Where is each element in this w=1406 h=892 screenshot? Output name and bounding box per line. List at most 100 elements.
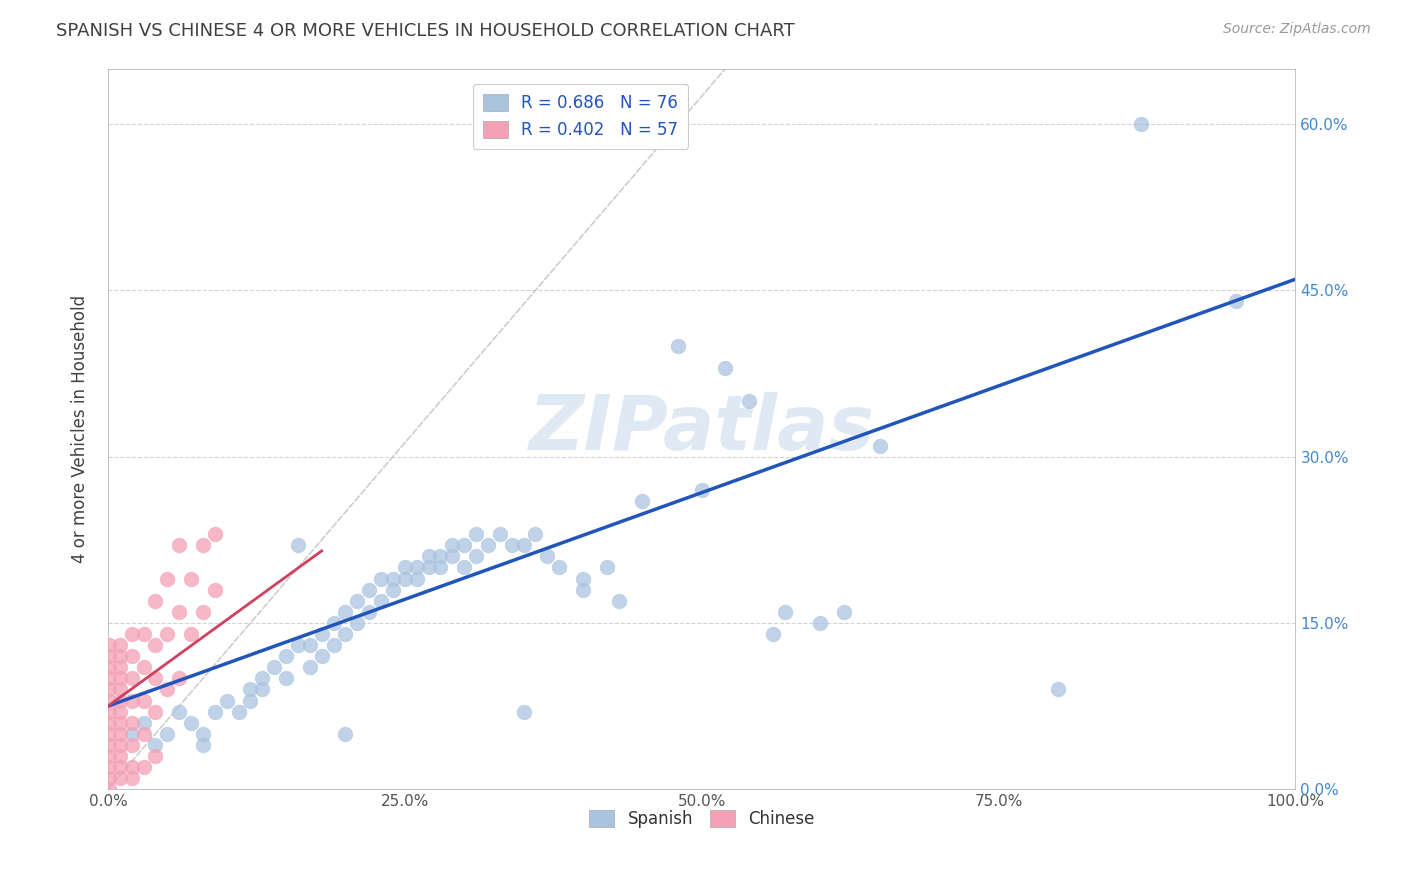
Point	[429, 560, 451, 574]
Point	[98, 638, 121, 652]
Point	[714, 360, 737, 375]
Point	[98, 715, 121, 730]
Point	[572, 582, 595, 597]
Point	[311, 649, 333, 664]
Point	[359, 582, 381, 597]
Y-axis label: 4 or more Vehicles in Household: 4 or more Vehicles in Household	[72, 295, 89, 563]
Point	[204, 705, 226, 719]
Point	[441, 538, 464, 552]
Point	[156, 572, 179, 586]
Point	[121, 738, 143, 752]
Point	[191, 605, 214, 619]
Point	[762, 627, 785, 641]
Point	[263, 660, 285, 674]
Point	[156, 627, 179, 641]
Point	[1046, 682, 1069, 697]
Point	[145, 738, 167, 752]
Point	[465, 549, 488, 564]
Point	[98, 649, 121, 664]
Point	[335, 727, 357, 741]
Point	[167, 605, 190, 619]
Point	[370, 593, 392, 607]
Point	[98, 782, 121, 797]
Point	[512, 705, 534, 719]
Point	[145, 705, 167, 719]
Point	[98, 760, 121, 774]
Point	[108, 682, 131, 697]
Point	[108, 727, 131, 741]
Point	[98, 748, 121, 763]
Point	[773, 605, 796, 619]
Point	[252, 682, 274, 697]
Point	[536, 549, 558, 564]
Point	[108, 771, 131, 785]
Point	[167, 671, 190, 685]
Point	[98, 705, 121, 719]
Point	[666, 339, 689, 353]
Point	[429, 549, 451, 564]
Point	[346, 615, 368, 630]
Text: Source: ZipAtlas.com: Source: ZipAtlas.com	[1223, 22, 1371, 37]
Point	[453, 538, 475, 552]
Point	[287, 538, 309, 552]
Point	[274, 671, 297, 685]
Point	[121, 627, 143, 641]
Point	[108, 638, 131, 652]
Point	[191, 538, 214, 552]
Point	[108, 705, 131, 719]
Point	[191, 738, 214, 752]
Point	[690, 483, 713, 497]
Point	[832, 605, 855, 619]
Point	[108, 649, 131, 664]
Point	[98, 660, 121, 674]
Point	[121, 760, 143, 774]
Point	[607, 593, 630, 607]
Point	[98, 771, 121, 785]
Point	[156, 682, 179, 697]
Point	[180, 715, 202, 730]
Point	[322, 615, 344, 630]
Point	[239, 693, 262, 707]
Point	[98, 693, 121, 707]
Point	[572, 572, 595, 586]
Point	[405, 572, 427, 586]
Point	[108, 748, 131, 763]
Point	[394, 560, 416, 574]
Point	[145, 748, 167, 763]
Point	[869, 438, 891, 452]
Point	[810, 615, 832, 630]
Point	[596, 560, 619, 574]
Point	[465, 527, 488, 541]
Point	[298, 638, 321, 652]
Point	[335, 627, 357, 641]
Point	[394, 572, 416, 586]
Point	[180, 627, 202, 641]
Point	[132, 627, 155, 641]
Point	[121, 649, 143, 664]
Point	[121, 727, 143, 741]
Point	[287, 638, 309, 652]
Point	[274, 649, 297, 664]
Point	[167, 705, 190, 719]
Point	[370, 572, 392, 586]
Point	[453, 560, 475, 574]
Point	[501, 538, 523, 552]
Point	[167, 538, 190, 552]
Point	[548, 560, 571, 574]
Point	[191, 727, 214, 741]
Point	[108, 693, 131, 707]
Point	[405, 560, 427, 574]
Point	[215, 693, 238, 707]
Point	[322, 638, 344, 652]
Point	[228, 705, 250, 719]
Point	[418, 549, 440, 564]
Point	[145, 638, 167, 652]
Point	[335, 605, 357, 619]
Point	[132, 760, 155, 774]
Point	[98, 671, 121, 685]
Point	[98, 727, 121, 741]
Point	[121, 671, 143, 685]
Point	[311, 627, 333, 641]
Point	[1130, 117, 1153, 131]
Point	[489, 527, 512, 541]
